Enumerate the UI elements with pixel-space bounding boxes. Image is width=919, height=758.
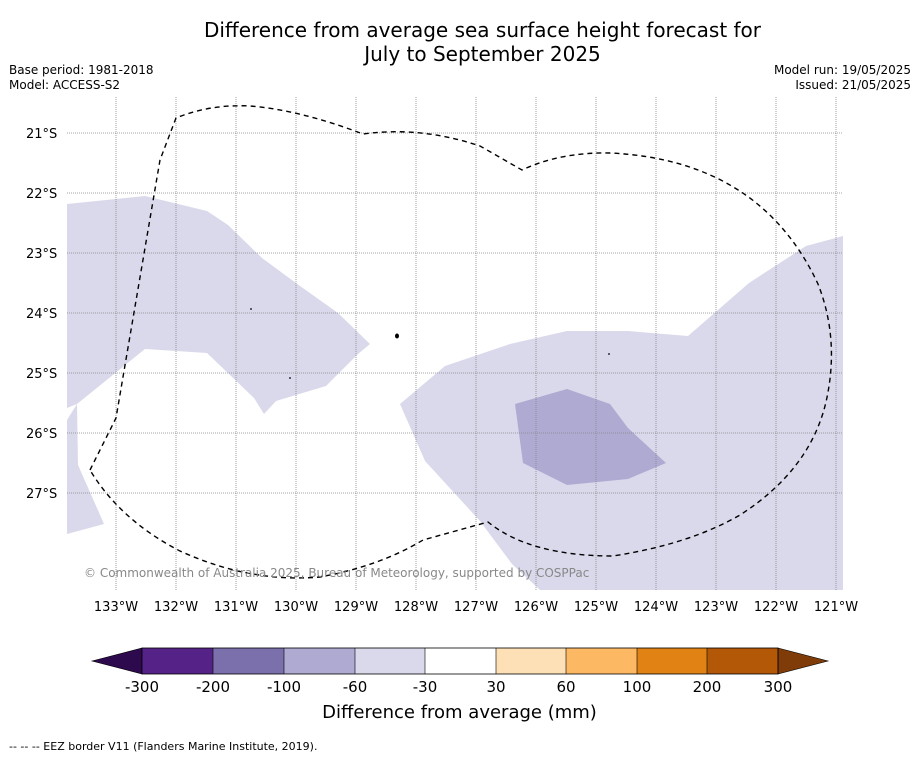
lat-label: 26°S [26,427,57,442]
issued-date: Issued: 21/05/2025 [795,78,911,92]
island-marker [289,377,291,379]
lon-label: 126°W [514,600,558,615]
colorbar-swatch [566,648,637,674]
lon-label: 122°W [754,600,798,615]
colorbar-swatch [496,648,566,674]
copyright-notice: © Commonwealth of Australia 2025, Bureau… [84,566,589,580]
model-name: Model: ACCESS-S2 [9,78,121,92]
colorbar-swatch [425,648,496,674]
colorbar-tick-label: -30 [413,678,438,696]
colorbar-tick-label: -60 [343,678,368,696]
lat-label: 23°S [26,247,57,262]
base-period: Base period: 1981-2018 [9,63,154,77]
lon-label: 128°W [394,600,438,615]
colorbar-tick-label: 100 [623,678,652,696]
colorbar-tick-label: 30 [486,678,505,696]
colorbar-extend-high [777,647,830,675]
colorbar-tick-label: 200 [693,678,722,696]
lon-label: 130°W [274,600,318,615]
lon-label: 127°W [454,600,498,615]
lat-label: 27°S [26,487,57,502]
map-title: Difference from average sea surface heig… [0,18,919,66]
island-marker [395,333,399,339]
title-line-2: July to September 2025 [364,42,601,66]
colorbar-ticks: -300 -200 -100 -60 -30 30 60 100 200 300 [125,678,792,696]
colorbar-extend-low [90,647,143,675]
colorbar-tick-label: 60 [556,678,575,696]
colorbar-label: Difference from average (mm) [322,702,597,723]
lon-label: 121°W [814,600,858,615]
meta-right: Model run: 19/05/2025 Issued: 21/05/2025 [774,63,911,93]
lon-label: 133°W [94,600,138,615]
colorbar-swatch [707,648,778,674]
island-marker [250,308,252,310]
colorbar-swatch [142,648,213,674]
colorbar-swatch [284,648,355,674]
colorbar-tick-label: -300 [125,678,159,696]
lat-label: 21°S [26,127,57,142]
lon-label: 125°W [574,600,618,615]
colorbar-frame [141,647,779,675]
title-line-1: Difference from average sea surface heig… [203,18,762,42]
colorbar-tick-label: 300 [764,678,793,696]
lat-gridlines [67,132,843,494]
lon-label: 123°W [694,600,738,615]
colorbar-swatch [637,648,707,674]
lon-label: 132°W [154,600,198,615]
longitude-labels: 133°W 132°W 131°W 130°W 129°W 128°W 127°… [94,600,858,615]
colorbar-swatch [213,648,284,674]
map-panel: © Commonwealth of Australia 2025, Bureau… [67,97,843,590]
colorbar-tick-label: -100 [267,678,301,696]
colorbar: -300 -200 -100 -60 -30 30 60 100 200 300 [90,647,830,696]
colorbar-tick-label: -200 [196,678,230,696]
model-run: Model run: 19/05/2025 [773,63,911,77]
lat-label: 25°S [26,367,57,382]
eez-border [89,105,833,579]
islands [250,308,610,379]
anomaly-region-west-lower [67,404,104,534]
island-marker [608,353,610,355]
anomaly-region-core [515,389,666,485]
eez-legend-footer: -- -- -- EEZ border V11 (Flanders Marine… [9,740,318,753]
lon-label: 131°W [214,600,258,615]
anomaly-region-west [67,196,370,414]
lat-label: 22°S [26,187,57,202]
map-figure: © Commonwealth of Australia 2025, Bureau… [26,97,858,696]
colorbar-separators [212,648,708,674]
anomaly-region-east [400,236,843,590]
latitude-labels: 21°S 22°S 23°S 24°S 25°S 26°S 27°S [26,127,57,502]
colorbar-swatch [355,648,425,674]
lat-label: 24°S [26,307,57,322]
meta-left: Base period: 1981-2018 Model: ACCESS-S2 [9,63,154,93]
lon-label: 129°W [334,600,378,615]
lon-gridlines [115,97,837,590]
lon-label: 124°W [634,600,678,615]
